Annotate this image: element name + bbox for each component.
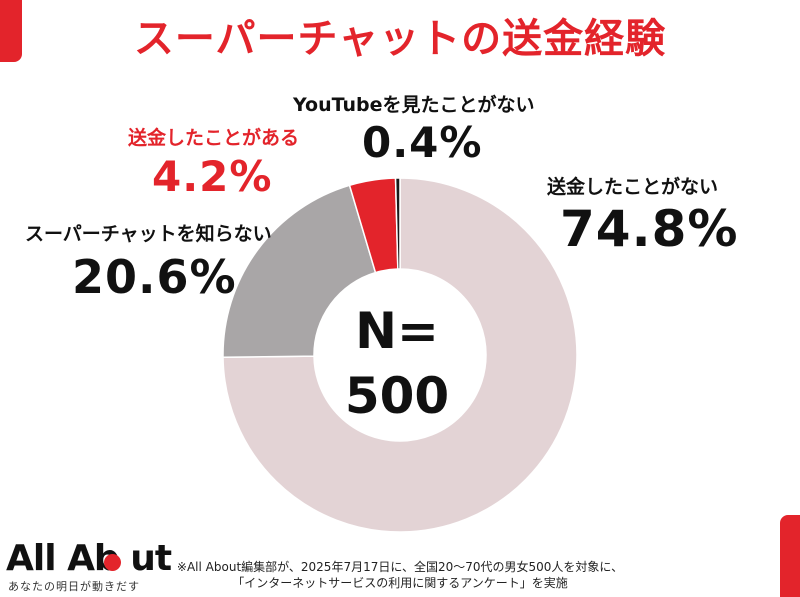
page-title: スーパーチャットの送金経験	[133, 16, 667, 62]
accent-bar-bottom	[780, 515, 800, 597]
sample-size-label: N=	[355, 302, 439, 360]
survey-note: ※All About編集部が、2025年7月17日に、全国20〜70代の男女50…	[150, 559, 650, 591]
label-youtube-never: YouTubeを見たことがない	[293, 94, 535, 116]
accent-bar-top	[0, 0, 22, 62]
pct-youtube-never: 0.4%	[362, 118, 483, 167]
pct-sent: 4.2%	[152, 152, 273, 201]
label-never-sent: 送金したことがない	[547, 176, 719, 198]
slice-dont-know	[222, 184, 377, 358]
logo-red-dot	[104, 554, 121, 571]
slice-youtube-never	[394, 177, 401, 270]
label-sent: 送金したことがある	[128, 127, 300, 149]
survey-note-line2: 「インターネットサービスの利用に関するアンケート」を実施	[232, 576, 568, 590]
brand-logo: All Ab ut	[6, 538, 172, 579]
label-dont-know: スーパーチャットを知らない	[25, 223, 272, 245]
slice-never-sent	[222, 177, 578, 533]
pct-never-sent: 74.8%	[560, 200, 739, 258]
survey-note-line1: ※All About編集部が、2025年7月17日に、全国20〜70代の男女50…	[176, 560, 624, 574]
sample-size-value: 500	[344, 367, 450, 425]
brand-tagline: あなたの明日が動きだす	[8, 580, 140, 593]
pct-dont-know: 20.6%	[72, 250, 237, 304]
